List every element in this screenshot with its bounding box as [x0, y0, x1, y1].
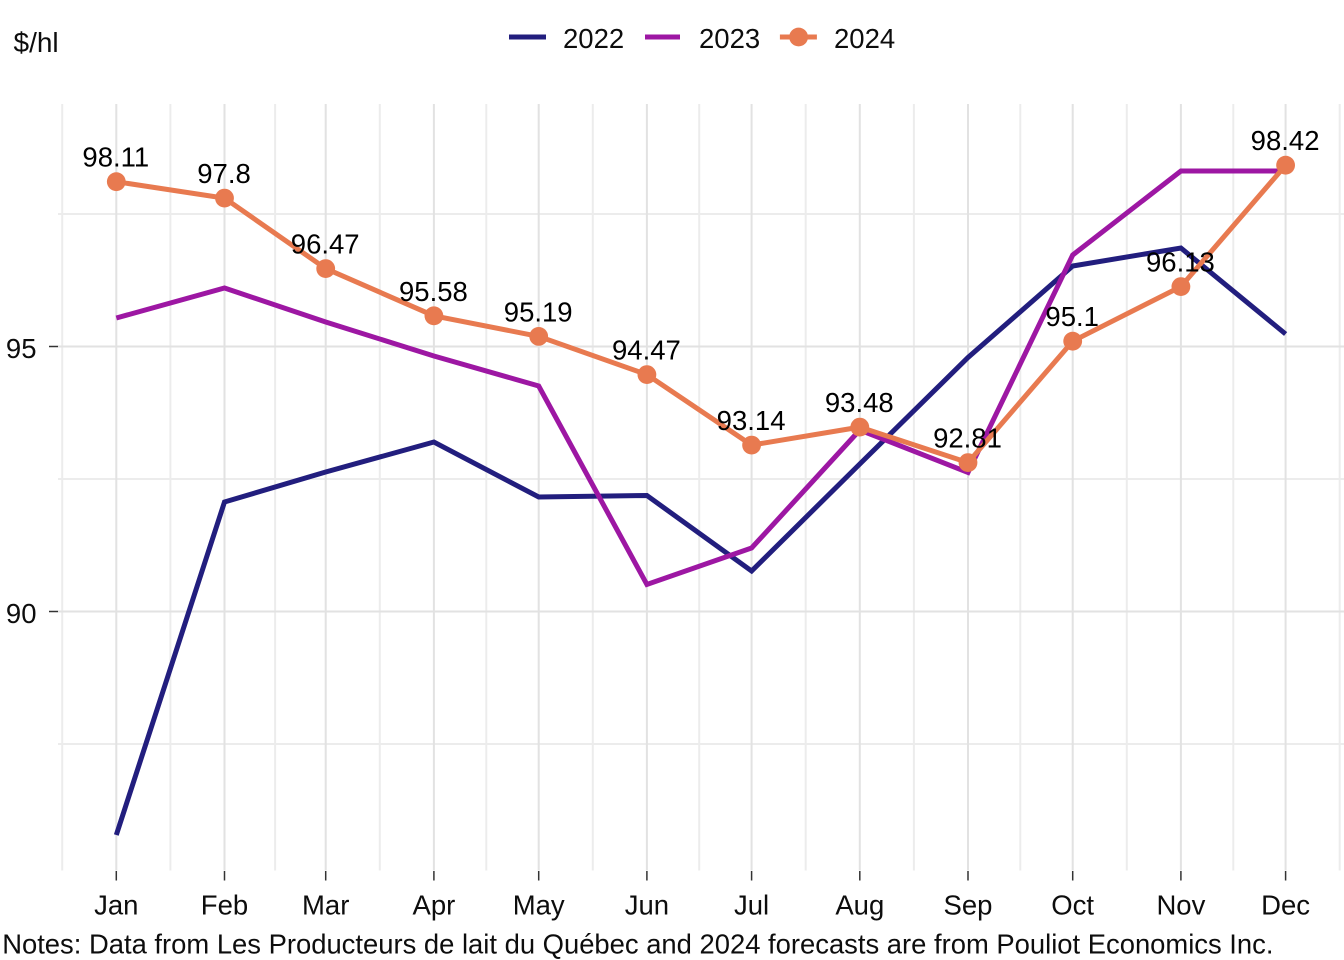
svg-text:Nov: Nov [1156, 890, 1205, 921]
svg-text:93.48: 93.48 [825, 387, 894, 418]
svg-text:90: 90 [6, 598, 37, 629]
svg-text:94.47: 94.47 [612, 335, 681, 366]
svg-text:95.19: 95.19 [504, 296, 573, 327]
svg-text:96.13: 96.13 [1146, 247, 1215, 278]
svg-text:Apr: Apr [413, 890, 456, 921]
svg-text:Notes: Data from Les Producteu: Notes: Data from Les Producteurs de lait… [2, 929, 1273, 960]
svg-text:2024: 2024 [834, 23, 895, 54]
svg-text:93.14: 93.14 [717, 405, 786, 436]
svg-text:Oct: Oct [1051, 890, 1094, 921]
svg-text:2023: 2023 [699, 23, 760, 54]
svg-text:Jun: Jun [625, 890, 669, 921]
svg-text:95.1: 95.1 [1045, 301, 1099, 332]
svg-text:92.81: 92.81 [933, 423, 1002, 454]
svg-text:2022: 2022 [563, 23, 624, 54]
svg-text:$/hl: $/hl [14, 27, 59, 58]
svg-text:Sep: Sep [944, 890, 993, 921]
svg-text:95: 95 [6, 333, 37, 364]
svg-text:98.42: 98.42 [1251, 125, 1320, 156]
svg-text:Dec: Dec [1261, 890, 1310, 921]
svg-text:Aug: Aug [835, 890, 884, 921]
svg-text:96.47: 96.47 [291, 229, 360, 260]
svg-text:97.8: 97.8 [197, 158, 251, 189]
svg-text:Mar: Mar [302, 890, 349, 921]
svg-text:May: May [513, 890, 565, 921]
svg-text:Jan: Jan [94, 890, 138, 921]
svg-text:98.11: 98.11 [82, 142, 149, 173]
svg-text:Feb: Feb [201, 890, 248, 921]
svg-text:95.58: 95.58 [399, 276, 468, 307]
svg-text:Jul: Jul [734, 890, 769, 921]
